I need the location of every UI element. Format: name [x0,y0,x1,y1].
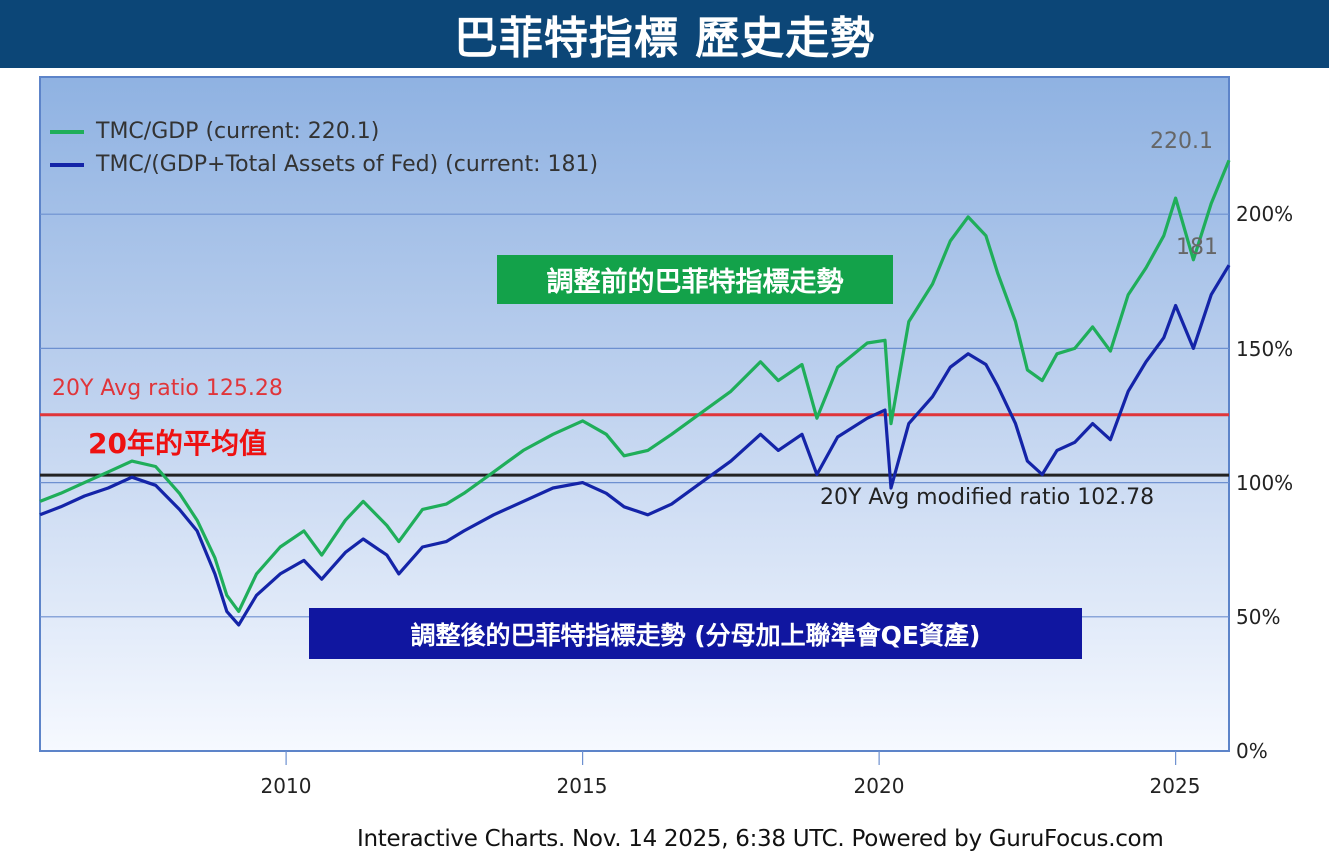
current-value-green: 220.1 [1150,129,1213,154]
avg-ratio-cn-label: 20年的平均值 [88,427,267,460]
chart-legend: TMC/GDP (current: 220.1) TMC/(GDP+Total … [50,115,598,181]
y-tick-150: 150% [1236,337,1294,361]
unadjusted-indicator-label: 調整前的巴菲特指標走勢 [497,255,893,304]
blue-line-swatch-icon [50,162,84,167]
legend-item-tmc-gdp-fed[interactable]: TMC/(GDP+Total Assets of Fed) (current: … [50,148,598,181]
x-tick-2020: 2020 [853,774,905,798]
x-tick-2025: 2025 [1149,774,1201,798]
y-tick-100: 100% [1236,471,1294,495]
current-value-blue: 181 [1176,235,1218,260]
x-tick-2015: 2015 [556,774,608,798]
green-line-swatch-icon [50,129,84,134]
legend-label: TMC/(GDP+Total Assets of Fed) (current: … [96,152,599,177]
tmc-gdp-line [39,159,1231,614]
tmc-gdp-fed-line [39,264,1231,627]
avg-ratio-label: 20Y Avg ratio 125.28 [52,376,283,401]
title-banner: 巴菲特指標 歷史走勢 [0,0,1329,68]
legend-label: TMC/GDP (current: 220.1) [96,119,380,144]
adjusted-indicator-label: 調整後的巴菲特指標走勢 (分母加上聯準會QE資產) [309,608,1082,659]
y-tick-50: 50% [1236,605,1281,629]
avg-modified-ratio-label: 20Y Avg modified ratio 102.78 [820,485,1155,510]
y-tick-200: 200% [1236,202,1294,226]
x-tick-2010: 2010 [260,774,312,798]
page-title: 巴菲特指標 歷史走勢 [453,13,876,64]
reference-lines [40,413,1229,477]
y-tick-0: 0% [1236,739,1268,763]
legend-item-tmc-gdp[interactable]: TMC/GDP (current: 220.1) [50,115,598,148]
footer-credit: Interactive Charts. Nov. 14 2025, 6:38 U… [357,826,1164,852]
x-tick-marks [285,751,1177,765]
